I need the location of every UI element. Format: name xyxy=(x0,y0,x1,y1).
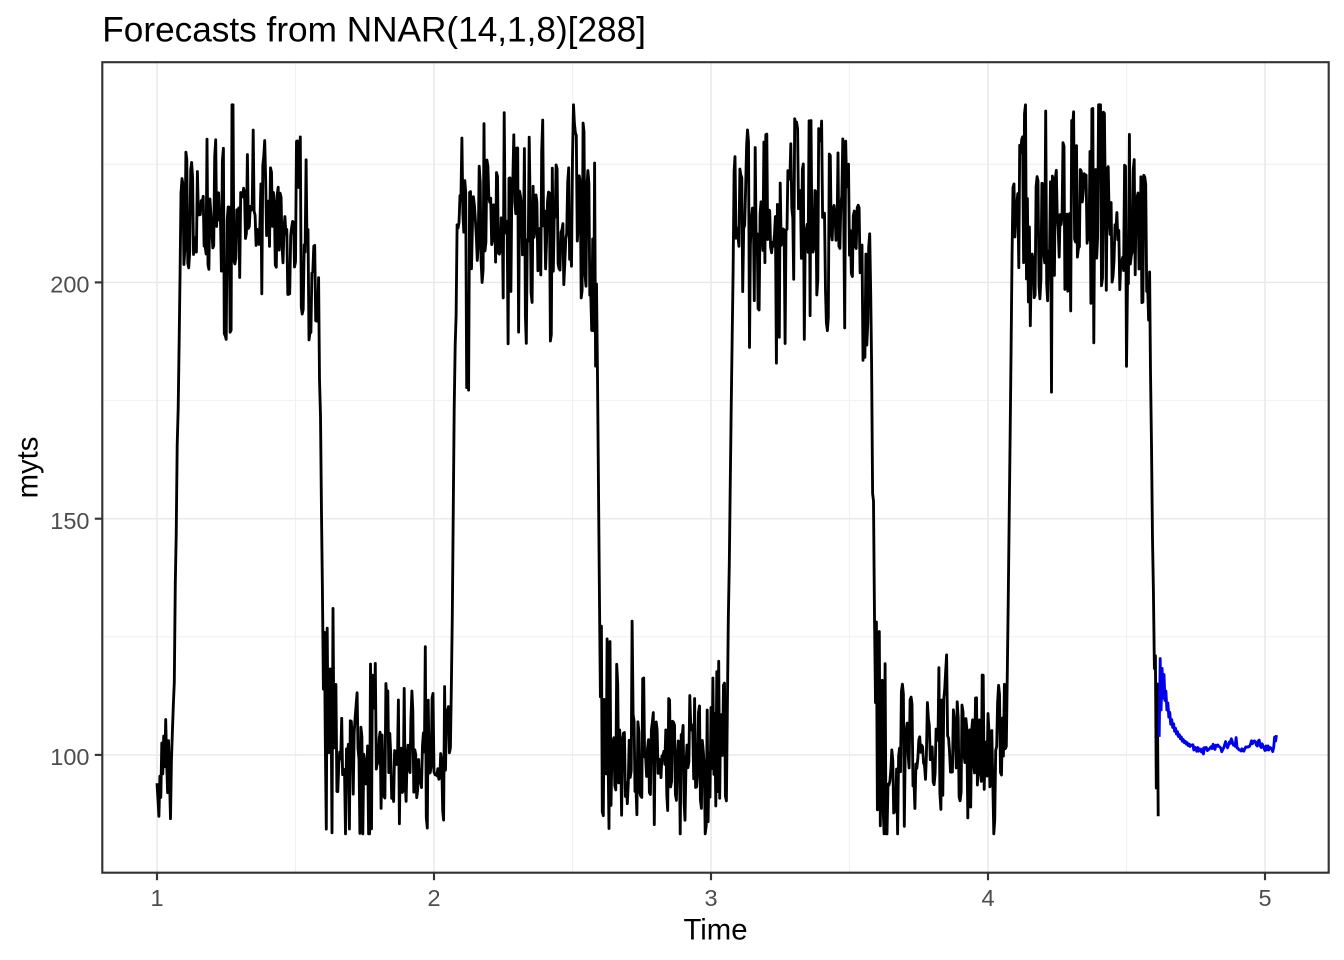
svg-text:2: 2 xyxy=(427,885,440,911)
svg-text:myts: myts xyxy=(12,437,45,499)
svg-text:Forecasts from NNAR(14,1,8)[28: Forecasts from NNAR(14,1,8)[288] xyxy=(102,10,646,49)
svg-text:100: 100 xyxy=(50,744,89,770)
svg-text:3: 3 xyxy=(704,885,717,911)
svg-text:4: 4 xyxy=(981,885,994,911)
svg-text:200: 200 xyxy=(50,272,89,298)
svg-text:150: 150 xyxy=(50,508,89,534)
svg-text:Time: Time xyxy=(683,914,747,947)
svg-text:5: 5 xyxy=(1258,885,1271,911)
svg-text:1: 1 xyxy=(150,885,163,911)
